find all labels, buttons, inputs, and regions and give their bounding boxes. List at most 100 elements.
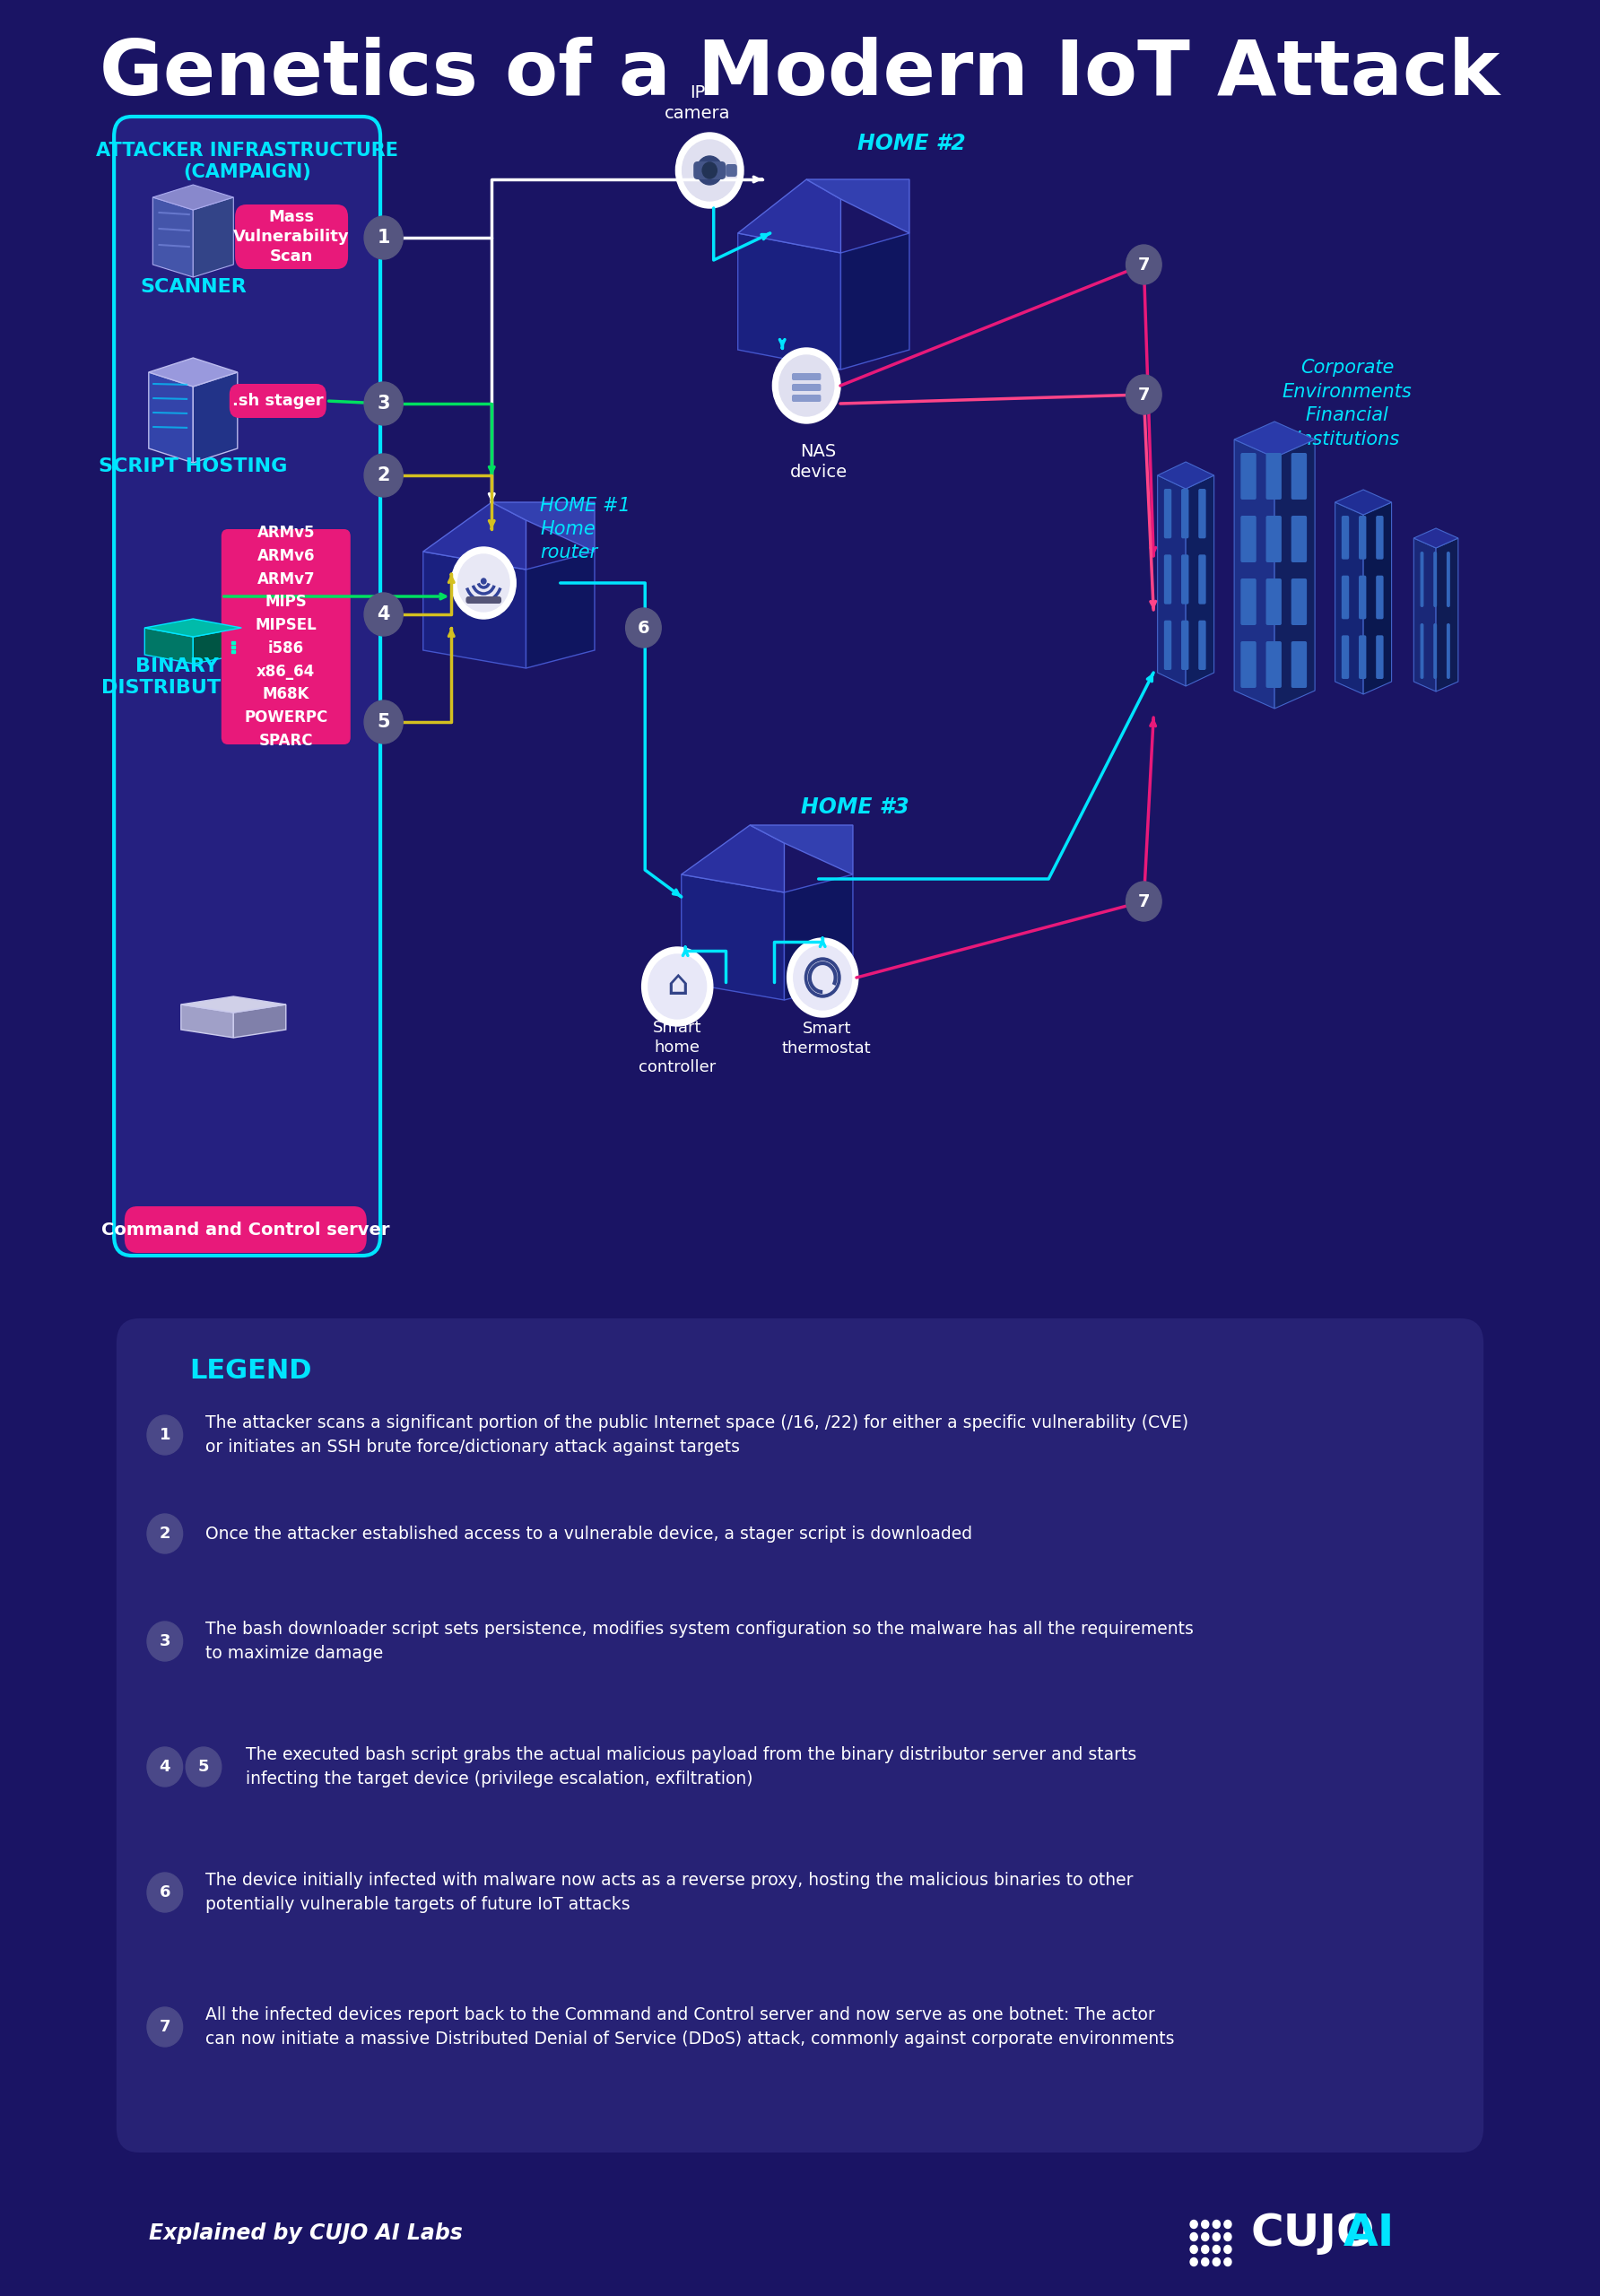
FancyBboxPatch shape bbox=[1341, 517, 1349, 560]
FancyBboxPatch shape bbox=[1376, 576, 1384, 620]
Circle shape bbox=[1213, 2232, 1221, 2241]
Polygon shape bbox=[738, 234, 840, 370]
Circle shape bbox=[147, 2007, 182, 2046]
Bar bbox=[232, 645, 235, 647]
FancyBboxPatch shape bbox=[1163, 556, 1171, 604]
Text: Command and Control server: Command and Control server bbox=[101, 1221, 390, 1238]
Circle shape bbox=[147, 1747, 182, 1786]
FancyBboxPatch shape bbox=[1358, 636, 1366, 680]
FancyBboxPatch shape bbox=[1198, 489, 1206, 540]
Text: 6: 6 bbox=[160, 1885, 171, 1901]
FancyBboxPatch shape bbox=[1421, 551, 1424, 606]
Circle shape bbox=[365, 700, 403, 744]
Text: HOME #1
Home
router: HOME #1 Home router bbox=[541, 498, 630, 560]
Polygon shape bbox=[152, 197, 194, 278]
FancyBboxPatch shape bbox=[1240, 641, 1256, 689]
Circle shape bbox=[147, 1513, 182, 1554]
FancyBboxPatch shape bbox=[693, 161, 726, 179]
Polygon shape bbox=[152, 184, 234, 209]
Polygon shape bbox=[840, 234, 909, 370]
Polygon shape bbox=[491, 503, 595, 551]
Polygon shape bbox=[194, 627, 242, 664]
Circle shape bbox=[1213, 2245, 1221, 2252]
Polygon shape bbox=[144, 620, 242, 636]
Circle shape bbox=[808, 962, 837, 994]
Text: 7: 7 bbox=[1138, 893, 1150, 909]
Circle shape bbox=[1213, 2220, 1221, 2229]
Circle shape bbox=[773, 349, 840, 422]
Polygon shape bbox=[234, 1006, 286, 1038]
FancyBboxPatch shape bbox=[792, 395, 821, 402]
Text: Explained by CUJO AI Labs: Explained by CUJO AI Labs bbox=[149, 2223, 462, 2243]
Circle shape bbox=[1190, 2220, 1197, 2229]
Text: The device initially infected with malware now acts as a reverse proxy, hosting : The device initially infected with malwa… bbox=[205, 1871, 1133, 1913]
Text: All the infected devices report back to the Command and Control server and now s: All the infected devices report back to … bbox=[205, 2007, 1174, 2048]
Text: 7: 7 bbox=[1138, 386, 1150, 404]
Circle shape bbox=[787, 939, 858, 1017]
FancyBboxPatch shape bbox=[1358, 576, 1366, 620]
Text: ATTACKER INFRASTRUCTURE: ATTACKER INFRASTRUCTURE bbox=[96, 142, 398, 161]
Polygon shape bbox=[149, 372, 194, 464]
Circle shape bbox=[1190, 2232, 1197, 2241]
Text: 1: 1 bbox=[378, 230, 390, 246]
FancyBboxPatch shape bbox=[1181, 620, 1189, 670]
Text: 4: 4 bbox=[378, 606, 390, 622]
Text: 3: 3 bbox=[378, 395, 390, 413]
Text: 3: 3 bbox=[160, 1632, 171, 1649]
Circle shape bbox=[1224, 2245, 1232, 2252]
Circle shape bbox=[365, 216, 403, 259]
Text: 7: 7 bbox=[1138, 257, 1150, 273]
Circle shape bbox=[1126, 246, 1162, 285]
FancyBboxPatch shape bbox=[1198, 620, 1206, 670]
Circle shape bbox=[1126, 882, 1162, 921]
Polygon shape bbox=[149, 358, 237, 386]
Text: 5: 5 bbox=[378, 714, 390, 730]
Bar bbox=[232, 650, 235, 652]
Text: 4: 4 bbox=[160, 1759, 171, 1775]
Polygon shape bbox=[682, 824, 784, 893]
FancyBboxPatch shape bbox=[792, 383, 821, 390]
Circle shape bbox=[147, 1414, 182, 1456]
Circle shape bbox=[702, 163, 717, 179]
FancyBboxPatch shape bbox=[1266, 517, 1282, 563]
Text: 2: 2 bbox=[378, 466, 390, 484]
Bar bbox=[232, 641, 235, 643]
Text: 2: 2 bbox=[160, 1525, 171, 1541]
Circle shape bbox=[1224, 2220, 1232, 2229]
Polygon shape bbox=[1275, 439, 1315, 709]
Text: ARMv5
ARMv6
ARMv7
MIPS
MIPSEL
i586
x86_64
M68K
POWERPC
SPARC: ARMv5 ARMv6 ARMv7 MIPS MIPSEL i586 x86_6… bbox=[245, 526, 328, 748]
Circle shape bbox=[1126, 374, 1162, 413]
FancyBboxPatch shape bbox=[1421, 622, 1424, 680]
Circle shape bbox=[147, 1621, 182, 1660]
Text: 1: 1 bbox=[160, 1426, 171, 1444]
Circle shape bbox=[1224, 2232, 1232, 2241]
Circle shape bbox=[1190, 2245, 1197, 2252]
Circle shape bbox=[186, 1747, 221, 1786]
Polygon shape bbox=[784, 875, 853, 1001]
Circle shape bbox=[1202, 2245, 1208, 2252]
Circle shape bbox=[147, 1874, 182, 1913]
Polygon shape bbox=[181, 996, 286, 1013]
Polygon shape bbox=[181, 1006, 234, 1038]
FancyBboxPatch shape bbox=[1163, 489, 1171, 540]
Circle shape bbox=[682, 140, 738, 202]
Circle shape bbox=[696, 156, 723, 184]
Polygon shape bbox=[806, 179, 909, 234]
FancyBboxPatch shape bbox=[125, 1205, 366, 1254]
FancyBboxPatch shape bbox=[229, 383, 326, 418]
FancyBboxPatch shape bbox=[1341, 636, 1349, 680]
Text: Once the attacker established access to a vulnerable device, a stager script is : Once the attacker established access to … bbox=[205, 1525, 973, 1543]
Circle shape bbox=[451, 546, 515, 620]
Polygon shape bbox=[1334, 489, 1392, 514]
FancyBboxPatch shape bbox=[1358, 517, 1366, 560]
Text: Smart
home
controller: Smart home controller bbox=[638, 1019, 717, 1075]
Text: IP
camera: IP camera bbox=[664, 85, 731, 122]
Text: The executed bash script grabs the actual malicious payload from the binary dist: The executed bash script grabs the actua… bbox=[245, 1745, 1136, 1789]
Text: SCANNER: SCANNER bbox=[139, 278, 246, 296]
Circle shape bbox=[1202, 2220, 1208, 2229]
Circle shape bbox=[1213, 2257, 1221, 2266]
Text: 5: 5 bbox=[198, 1759, 210, 1775]
FancyBboxPatch shape bbox=[1291, 641, 1307, 689]
FancyBboxPatch shape bbox=[1446, 551, 1450, 606]
Polygon shape bbox=[1186, 475, 1214, 687]
